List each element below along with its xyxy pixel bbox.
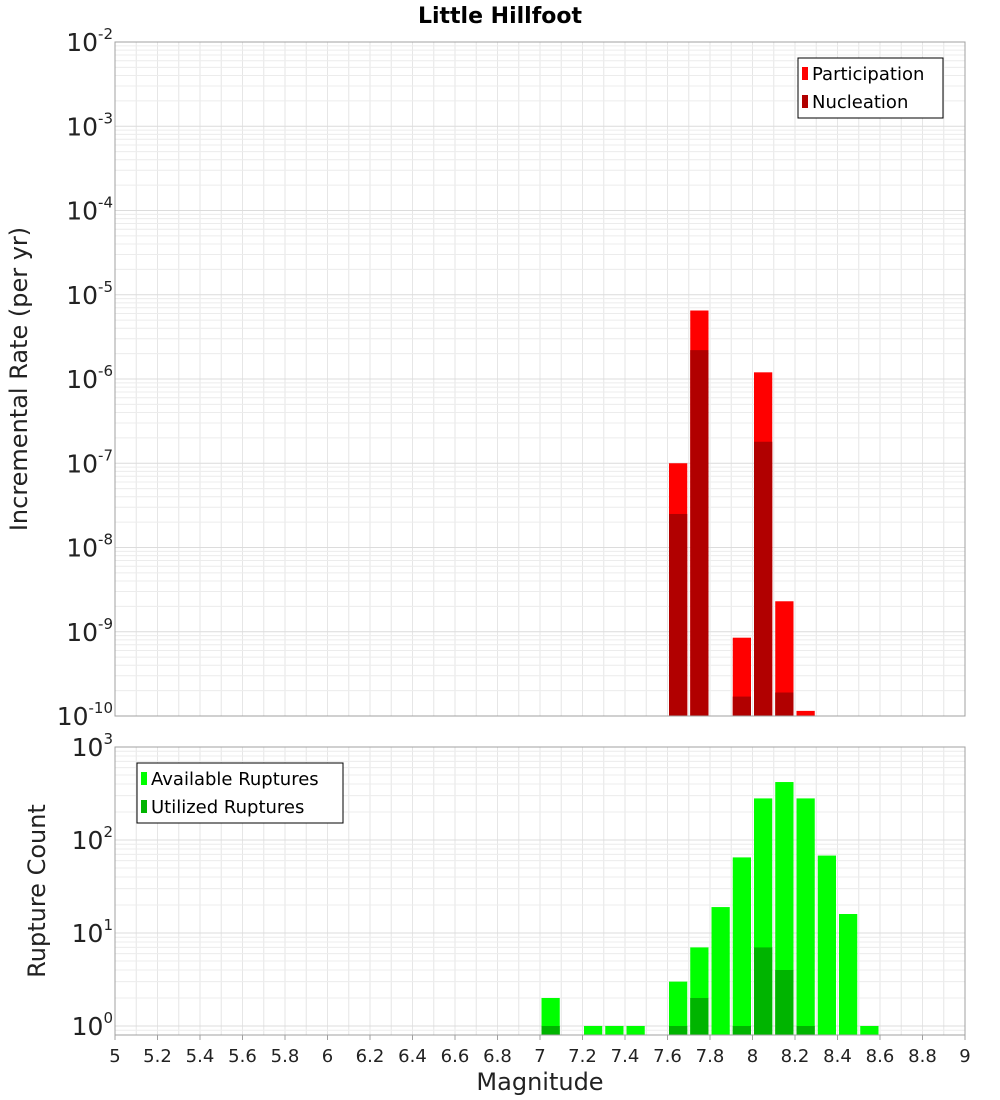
x-tick-label: 6.4 (398, 1046, 427, 1067)
legend: Available Ruptures Utilized Ruptures (136, 762, 344, 824)
bar (605, 1025, 624, 1035)
x-tick-label: 7.8 (696, 1046, 725, 1067)
y-tick-label: 103 (72, 730, 113, 762)
y-tick-label: 10-10 (57, 699, 113, 731)
x-axis-label: Magnitude (476, 1068, 603, 1096)
bar (796, 1025, 815, 1035)
series-available-ruptures (541, 782, 879, 1035)
x-tick-label: 8.2 (781, 1046, 810, 1067)
x-tick-label: 8.4 (823, 1046, 852, 1067)
legend: Participation Nucleation (797, 57, 944, 119)
y-tick-label: 10-8 (66, 531, 113, 563)
bar (775, 969, 794, 1035)
legend-box (136, 762, 344, 824)
bar (711, 907, 730, 1035)
x-tick-label: 5.2 (143, 1046, 172, 1067)
y-tick-label: 10-6 (66, 362, 113, 394)
legend-entry: Available Ruptures (151, 769, 319, 790)
bar (796, 798, 815, 1035)
y-tick-label: 101 (72, 916, 113, 948)
y-tick-labels: 10-10 10-9 10-8 10-7 10-6 10-5 10-4 10-3 10-2 (57, 25, 113, 731)
x-tick-label: 6.8 (483, 1046, 512, 1067)
x-tick-label: 8.6 (866, 1046, 895, 1067)
x-tick-label: 7.6 (653, 1046, 682, 1067)
y-tick-label: 10-4 (66, 194, 113, 226)
x-tick-label: 5.6 (228, 1046, 257, 1067)
legend-swatch (802, 67, 808, 80)
y-tick-label: 10-7 (66, 446, 113, 478)
x-tick-label: 6 (322, 1046, 333, 1067)
plot-border (114, 41, 966, 717)
bar (732, 857, 751, 1035)
series-utilized-ruptures (541, 947, 815, 1035)
x-tick-label: 5.8 (271, 1046, 300, 1067)
y-tick-label: 10-5 (66, 278, 113, 310)
x-tick-label: 8 (747, 1046, 758, 1067)
bar (775, 601, 794, 716)
y-tick-label: 102 (72, 823, 113, 855)
bar (732, 637, 751, 716)
y-tick-label: 10-9 (66, 615, 113, 647)
x-tick-label: 5 (109, 1046, 120, 1067)
legend-swatch (141, 800, 147, 813)
chart-title: Little Hillfoot (418, 4, 583, 29)
bar (839, 914, 858, 1035)
x-tick-label: 7.2 (568, 1046, 597, 1067)
legend-swatch (802, 95, 808, 108)
legend-box (797, 57, 944, 119)
x-tick-label: 5.4 (186, 1046, 215, 1067)
x-tick-label: 9 (959, 1046, 970, 1067)
bar (796, 710, 815, 716)
series-nucleation (669, 350, 794, 716)
y-axis-label: Rupture Count (23, 804, 51, 978)
x-tick-label: 7.4 (611, 1046, 640, 1067)
panel-1: 10-10 10-9 10-8 10-7 10-6 10-5 10-4 10-3 10-2 Inc… (5, 25, 966, 731)
gridlines (114, 42, 966, 717)
x-tick-label: 8.8 (908, 1046, 937, 1067)
bar (690, 350, 709, 716)
bar (732, 696, 751, 716)
x-tick-labels: 5 5.2 5.4 5.6 5.8 6 6.2 6.4 6.6 6.8 7 7.2 7.4 7.6 7.8 8… (109, 1035, 971, 1067)
legend-swatch (141, 772, 147, 785)
x-tick-label: 6.6 (441, 1046, 470, 1067)
legend-entry: Participation (812, 64, 924, 85)
x-tick-label: 6.2 (356, 1046, 385, 1067)
bar (754, 441, 773, 716)
bar (669, 513, 688, 716)
y-tick-label: 100 (72, 1009, 113, 1041)
y-axis-label: Incremental Rate (per yr) (5, 227, 33, 531)
y-tick-label: 10-2 (66, 25, 113, 57)
bar (669, 1025, 688, 1035)
bar (775, 692, 794, 716)
y-tick-label: 10-3 (66, 109, 113, 141)
y-tick-labels: 100 101 102 103 (72, 730, 113, 1041)
bar (860, 1025, 879, 1035)
bar (541, 997, 560, 1035)
bar (584, 1025, 603, 1035)
bar (669, 981, 688, 1035)
bar (732, 1025, 751, 1035)
panel-2: 100 101 102 103 Rupture Count 5 5.2 5.4 5.6 5.8 6 6… (23, 730, 971, 1096)
legend-entry: Nucleation (812, 92, 908, 113)
bar (626, 1025, 645, 1035)
x-tick-label: 7 (534, 1046, 545, 1067)
bar (541, 1025, 560, 1035)
bar (817, 855, 836, 1035)
bar (754, 947, 773, 1035)
legend-entry: Utilized Ruptures (151, 797, 304, 818)
bar (690, 997, 709, 1035)
